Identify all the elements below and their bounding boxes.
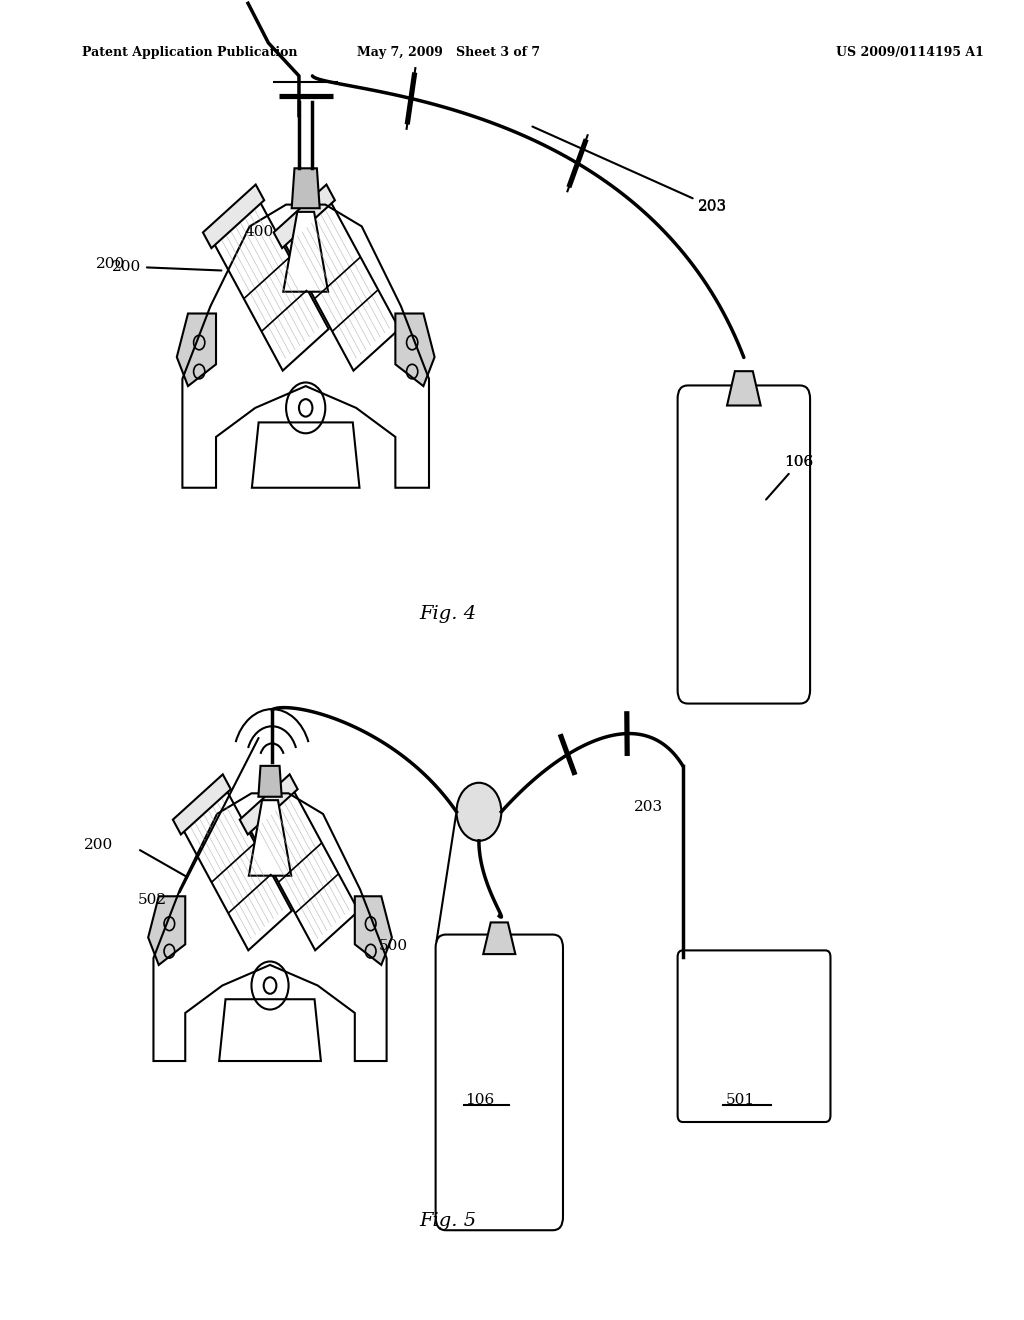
Polygon shape bbox=[354, 896, 392, 965]
Text: 106: 106 bbox=[766, 455, 814, 499]
Text: 203: 203 bbox=[634, 800, 663, 813]
Text: 500: 500 bbox=[379, 940, 409, 953]
Text: Fig. 4: Fig. 4 bbox=[420, 605, 477, 623]
Text: Fig. 5: Fig. 5 bbox=[420, 1212, 477, 1230]
Polygon shape bbox=[240, 775, 298, 834]
Polygon shape bbox=[727, 371, 761, 405]
Text: 200: 200 bbox=[112, 260, 221, 273]
Text: 200: 200 bbox=[84, 838, 113, 851]
FancyBboxPatch shape bbox=[678, 385, 810, 704]
Polygon shape bbox=[203, 185, 264, 248]
Polygon shape bbox=[483, 923, 515, 954]
Polygon shape bbox=[258, 766, 282, 797]
Polygon shape bbox=[148, 896, 185, 965]
Text: Patent Application Publication: Patent Application Publication bbox=[82, 46, 297, 59]
Text: US 2009/0114195 A1: US 2009/0114195 A1 bbox=[836, 46, 983, 59]
Text: 203: 203 bbox=[698, 199, 727, 213]
Text: 106: 106 bbox=[784, 455, 814, 469]
Circle shape bbox=[457, 783, 502, 841]
Text: 501: 501 bbox=[726, 1093, 755, 1106]
Text: 400: 400 bbox=[245, 226, 273, 239]
Polygon shape bbox=[284, 211, 328, 292]
Polygon shape bbox=[395, 314, 434, 385]
Polygon shape bbox=[173, 775, 230, 834]
FancyBboxPatch shape bbox=[678, 950, 830, 1122]
FancyBboxPatch shape bbox=[435, 935, 563, 1230]
Polygon shape bbox=[249, 800, 291, 875]
Polygon shape bbox=[273, 185, 335, 248]
Text: 502: 502 bbox=[137, 894, 167, 907]
Polygon shape bbox=[292, 168, 319, 209]
Text: 203: 203 bbox=[532, 127, 727, 214]
Text: 200: 200 bbox=[96, 257, 125, 271]
Polygon shape bbox=[177, 314, 216, 385]
Text: 106: 106 bbox=[465, 1093, 494, 1106]
Text: May 7, 2009   Sheet 3 of 7: May 7, 2009 Sheet 3 of 7 bbox=[356, 46, 540, 59]
